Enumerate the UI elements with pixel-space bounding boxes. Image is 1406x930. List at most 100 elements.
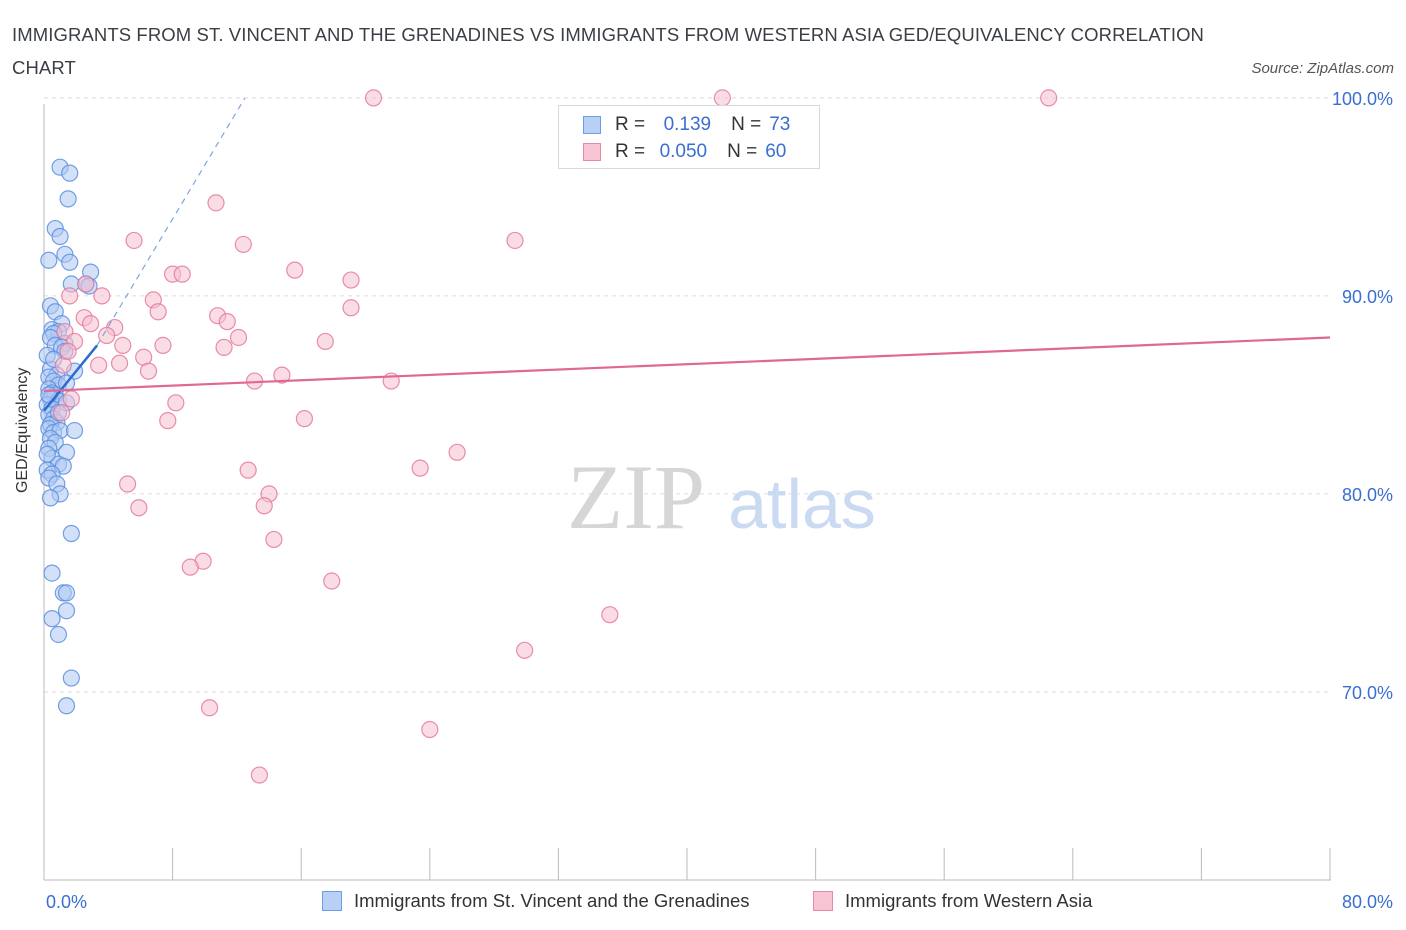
point-s1-10 (342, 271, 360, 289)
point-s1-23 (98, 326, 116, 345)
point-s1-52 (181, 558, 199, 576)
point-s0-60 (43, 564, 61, 582)
point-s1-11 (77, 275, 95, 293)
trend-line-blue (43, 344, 99, 412)
point-s1-49 (130, 499, 148, 517)
point-s1-5 (234, 235, 252, 254)
point-s1-1 (713, 89, 731, 107)
point-s1-50 (265, 530, 283, 549)
gridlines (44, 97, 1330, 693)
point-s1-54 (601, 606, 619, 624)
point-s1-2 (1040, 89, 1058, 107)
point-s1-13 (93, 287, 111, 305)
legend-row-blue: R = 0.139 N = 73 (583, 113, 790, 137)
y-tick-label-1: 80.0% (1342, 485, 1393, 505)
point-s0-4 (51, 227, 69, 246)
y-tick-label-2: 90.0% (1342, 287, 1393, 307)
point-s1-42 (295, 410, 314, 428)
point-s1-26 (114, 336, 132, 354)
point-s1-55 (516, 641, 534, 659)
watermark: ZIP atlas (567, 446, 876, 548)
legend-swatch-blue (583, 116, 601, 134)
point-s1-9 (286, 261, 304, 279)
point-s1-3 (207, 194, 225, 212)
point-s1-33 (110, 354, 129, 372)
series-legend-swatch-pink (813, 891, 833, 911)
y-tick-labels: 70.0% 80.0% 90.0% 100.0% (1332, 89, 1393, 703)
point-s0-59 (62, 524, 80, 543)
point-s0-63 (57, 602, 76, 620)
point-s1-15 (149, 303, 167, 321)
point-s1-56 (200, 699, 219, 717)
watermark-atlas: atlas (728, 465, 876, 543)
chart-title: IMMIGRANTS FROM ST. VINCENT AND THE GREN… (12, 24, 1205, 78)
point-s0-2 (59, 190, 77, 208)
point-s1-53 (323, 572, 341, 590)
point-s1-38 (62, 390, 80, 408)
point-s1-41 (159, 412, 177, 430)
legend-r-label: R = (615, 114, 646, 135)
point-s1-8 (173, 265, 191, 283)
point-s1-44 (239, 461, 257, 479)
point-s1-28 (215, 338, 233, 356)
point-s1-57 (421, 720, 439, 739)
point-s0-7 (61, 253, 79, 271)
point-s1-35 (273, 366, 291, 384)
point-s1-34 (139, 362, 158, 380)
legend-r-label: R = (615, 141, 646, 162)
legend-swatch-pink (583, 143, 601, 161)
legend-row-pink: R = 0.050 N = 60 (583, 140, 786, 164)
point-s0-64 (43, 610, 61, 628)
x-tick-label-1: 80.0% (1342, 892, 1393, 912)
watermark-zip: ZIP (567, 446, 705, 548)
point-s1-59 (59, 342, 77, 360)
point-s0-58 (41, 489, 60, 507)
point-s1-18 (342, 299, 360, 317)
legend-n-value-pink: 60 (765, 141, 787, 162)
point-s1-39 (167, 394, 185, 412)
y-tick-label-3: 100.0% (1332, 89, 1393, 109)
legend-r-value-blue: 0.139 (663, 114, 712, 135)
trend-line-blue-extension (96, 97, 246, 346)
series-legend-swatch-blue (322, 891, 342, 911)
point-s0-72 (40, 386, 58, 404)
trend-lines (43, 97, 1331, 412)
point-s1-40 (53, 404, 71, 422)
x-tick-label-0: 0.0% (46, 892, 87, 912)
legend-n-value-blue: 73 (769, 114, 791, 135)
point-s1-58 (250, 766, 269, 784)
point-s0-65 (49, 625, 68, 644)
point-s1-48 (255, 497, 273, 515)
y-axis-label: GED/Equivalency (14, 367, 31, 493)
point-s1-29 (316, 332, 334, 351)
legend-n-label: N = (727, 141, 758, 162)
point-s0-62 (57, 584, 76, 602)
legend-r-value-pink: 0.050 (659, 141, 708, 162)
point-s1-4 (125, 231, 143, 250)
series-legend-label-blue: Immigrants from St. Vincent and the Gren… (354, 890, 750, 911)
point-s1-32 (90, 356, 108, 374)
point-s1-46 (118, 475, 137, 493)
point-s1-0 (364, 89, 383, 107)
stats-legend: R = 0.139 N = 73 R = 0.050 N = 60 (558, 105, 820, 169)
point-s1-45 (411, 459, 429, 477)
x-tick-labels: 0.0% 80.0% (46, 892, 1393, 912)
point-s1-17 (218, 313, 236, 331)
axes (43, 104, 1331, 881)
legend-n-label: N = (731, 114, 762, 135)
point-s1-6 (506, 231, 524, 250)
y-tick-label-0: 70.0% (1342, 683, 1393, 703)
series-legend-item-blue: Immigrants from St. Vincent and the Gren… (322, 890, 750, 912)
trend-line-pink (43, 336, 1331, 393)
point-s1-20 (82, 315, 100, 333)
point-s0-6 (40, 251, 58, 269)
point-s1-43 (448, 443, 466, 461)
point-s1-27 (154, 336, 172, 354)
source-label: Source: ZipAtlas.com (1251, 60, 1394, 77)
point-s1-24 (229, 328, 248, 347)
point-s0-66 (62, 669, 80, 687)
point-s0-70 (38, 445, 56, 463)
series-legend-label-pink: Immigrants from Western Asia (845, 890, 1093, 911)
series-legend: Immigrants from St. Vincent and the Gren… (0, 890, 1406, 914)
